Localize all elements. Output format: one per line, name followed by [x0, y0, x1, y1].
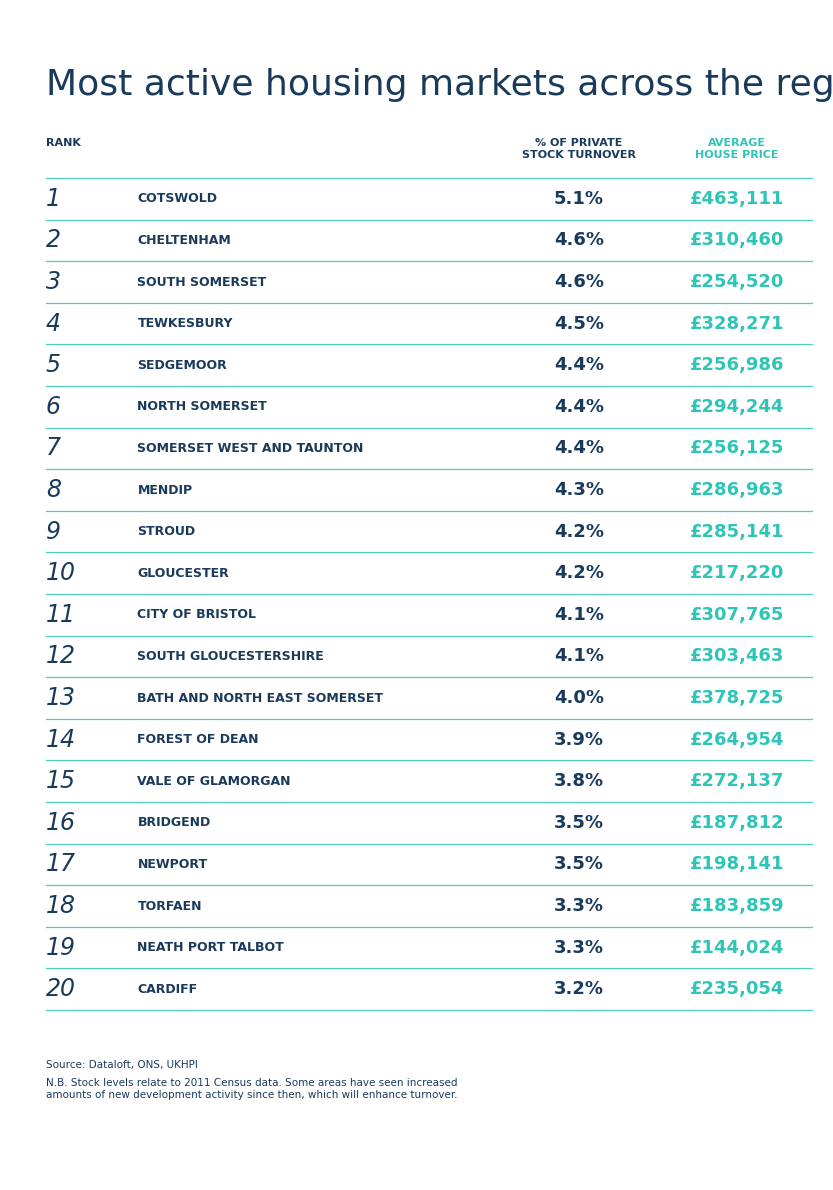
Text: 8: 8: [46, 478, 61, 502]
Text: 4.1%: 4.1%: [554, 606, 604, 624]
Text: 17: 17: [46, 852, 76, 876]
Text: NEWPORT: NEWPORT: [137, 858, 207, 871]
Text: 18: 18: [46, 894, 76, 917]
Text: MENDIP: MENDIP: [137, 483, 192, 496]
Text: GLOUCESTER: GLOUCESTER: [137, 566, 229, 580]
Text: £254,520: £254,520: [690, 273, 785, 292]
Text: 19: 19: [46, 935, 76, 959]
Text: 3: 3: [46, 270, 61, 294]
Text: £256,125: £256,125: [690, 439, 785, 457]
Text: 4.2%: 4.2%: [554, 564, 604, 582]
Text: 6: 6: [46, 395, 61, 419]
Text: 14: 14: [46, 727, 76, 752]
Text: 4.4%: 4.4%: [554, 397, 604, 415]
Text: CARDIFF: CARDIFF: [137, 983, 197, 996]
Text: £303,463: £303,463: [690, 647, 785, 665]
Text: 3.5%: 3.5%: [554, 856, 604, 873]
Text: 9: 9: [46, 520, 61, 544]
Text: TORFAEN: TORFAEN: [137, 900, 202, 913]
Text: 13: 13: [46, 685, 76, 710]
Text: RANK: RANK: [46, 138, 81, 148]
Text: £285,141: £285,141: [690, 522, 785, 540]
Text: £144,024: £144,024: [690, 939, 785, 957]
Text: £328,271: £328,271: [690, 314, 785, 332]
Text: 3.3%: 3.3%: [554, 939, 604, 957]
Text: £235,054: £235,054: [690, 981, 785, 998]
Text: 4.3%: 4.3%: [554, 481, 604, 499]
Text: 4.6%: 4.6%: [554, 231, 604, 250]
Text: £256,986: £256,986: [690, 356, 785, 374]
Text: £294,244: £294,244: [690, 397, 785, 415]
Text: SEDGEMOOR: SEDGEMOOR: [137, 358, 227, 371]
Text: 4.0%: 4.0%: [554, 689, 604, 707]
Text: £272,137: £272,137: [690, 772, 785, 790]
Text: STROUD: STROUD: [137, 525, 196, 538]
Text: 3.8%: 3.8%: [554, 772, 604, 790]
Text: 4.2%: 4.2%: [554, 522, 604, 540]
Text: NEATH PORT TALBOT: NEATH PORT TALBOT: [137, 941, 284, 954]
Text: £307,765: £307,765: [690, 606, 785, 624]
Text: 3.3%: 3.3%: [554, 897, 604, 915]
Text: SOUTH SOMERSET: SOUTH SOMERSET: [137, 276, 267, 288]
Text: N.B. Stock levels relate to 2011 Census data. Some areas have seen increased
amo: N.B. Stock levels relate to 2011 Census …: [46, 1078, 457, 1100]
Text: CITY OF BRISTOL: CITY OF BRISTOL: [137, 608, 257, 621]
Text: 11: 11: [46, 603, 76, 627]
Text: 4.5%: 4.5%: [554, 314, 604, 332]
Text: 5.1%: 5.1%: [554, 189, 604, 208]
Text: AVERAGE
HOUSE PRICE: AVERAGE HOUSE PRICE: [696, 138, 779, 159]
Text: Most active housing markets across the region: Most active housing markets across the r…: [46, 68, 833, 102]
Text: £310,460: £310,460: [690, 231, 785, 250]
Text: FOREST OF DEAN: FOREST OF DEAN: [137, 733, 259, 746]
Text: 4.4%: 4.4%: [554, 356, 604, 374]
Text: £198,141: £198,141: [690, 856, 785, 873]
Text: 4: 4: [46, 312, 61, 336]
Text: VALE OF GLAMORGAN: VALE OF GLAMORGAN: [137, 775, 291, 788]
Text: 4.6%: 4.6%: [554, 273, 604, 292]
Text: 10: 10: [46, 562, 76, 585]
Text: £463,111: £463,111: [690, 189, 785, 208]
Text: Source: Dataloft, ONS, UKHPI: Source: Dataloft, ONS, UKHPI: [46, 1060, 197, 1070]
Text: 3.9%: 3.9%: [554, 731, 604, 749]
Text: % OF PRIVATE
STOCK TURNOVER: % OF PRIVATE STOCK TURNOVER: [522, 138, 636, 159]
Text: 16: 16: [46, 810, 76, 835]
Text: CHELTENHAM: CHELTENHAM: [137, 234, 232, 246]
Text: 2: 2: [46, 228, 61, 252]
Text: 15: 15: [46, 769, 76, 794]
Text: 20: 20: [46, 977, 76, 1001]
Text: 4.1%: 4.1%: [554, 647, 604, 665]
Text: £183,859: £183,859: [690, 897, 785, 915]
Text: SOUTH GLOUCESTERSHIRE: SOUTH GLOUCESTERSHIRE: [137, 650, 324, 663]
Text: 12: 12: [46, 645, 76, 669]
Text: BRIDGEND: BRIDGEND: [137, 816, 211, 829]
Text: TEWKESBURY: TEWKESBURY: [137, 317, 233, 330]
Text: 5: 5: [46, 353, 61, 377]
Text: 4.4%: 4.4%: [554, 439, 604, 457]
Text: 3.5%: 3.5%: [554, 814, 604, 832]
Text: £264,954: £264,954: [690, 731, 785, 749]
Text: 7: 7: [46, 437, 61, 461]
Text: £217,220: £217,220: [690, 564, 785, 582]
Text: SOMERSET WEST AND TAUNTON: SOMERSET WEST AND TAUNTON: [137, 441, 364, 455]
Text: 1: 1: [46, 187, 61, 211]
Text: COTSWOLD: COTSWOLD: [137, 193, 217, 206]
Text: BATH AND NORTH EAST SOMERSET: BATH AND NORTH EAST SOMERSET: [137, 691, 383, 704]
Text: 3.2%: 3.2%: [554, 981, 604, 998]
Text: £187,812: £187,812: [690, 814, 785, 832]
Text: NORTH SOMERSET: NORTH SOMERSET: [137, 400, 267, 413]
Text: £378,725: £378,725: [690, 689, 785, 707]
Text: £286,963: £286,963: [690, 481, 785, 499]
